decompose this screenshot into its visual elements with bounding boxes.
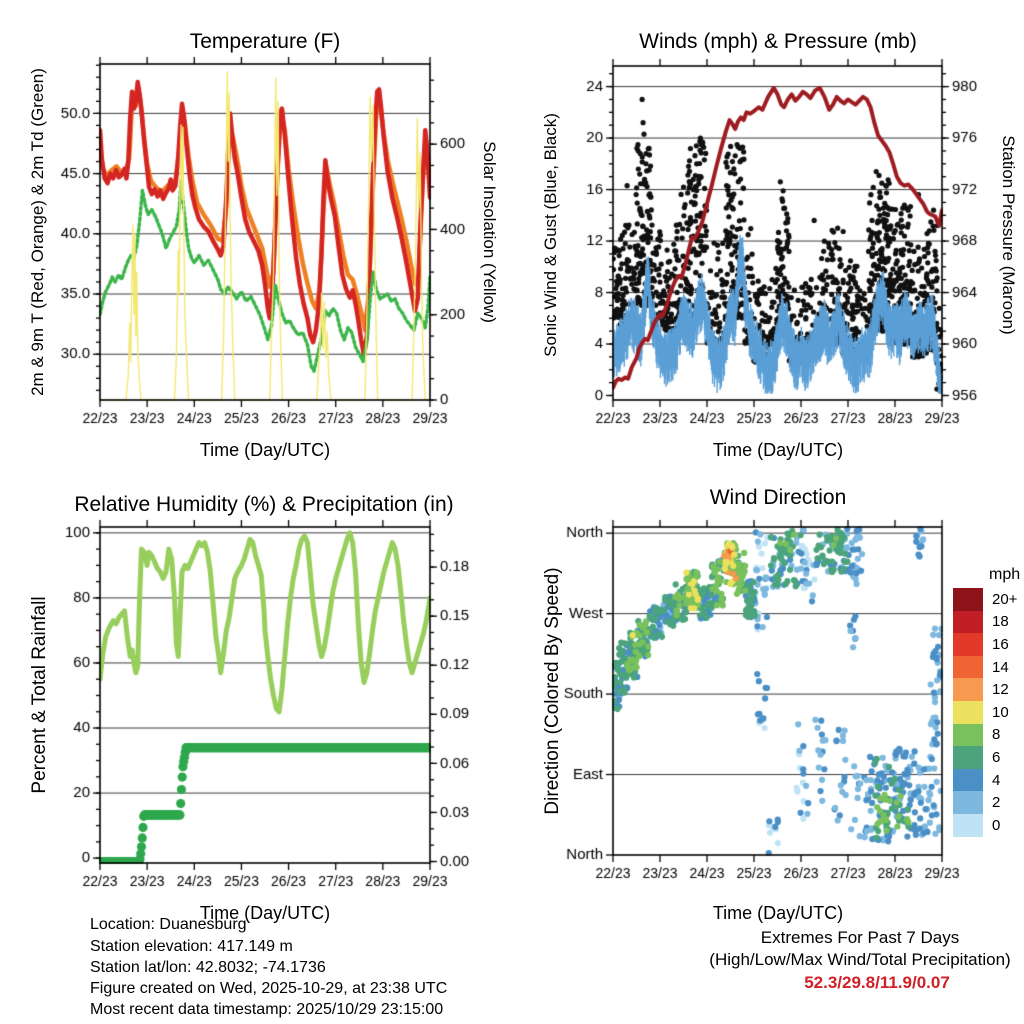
colorbar-row: 20+ xyxy=(953,588,1020,611)
colorbar-label: 14 xyxy=(992,658,1009,676)
colorbar-swatch xyxy=(953,746,983,769)
figure-created-text: Figure created on Wed, 2025-10-29, at 23… xyxy=(90,980,448,997)
colorbar-swatch xyxy=(953,723,983,747)
extremes-subtitle: (High/Low/Max Wind/Total Precipitation) xyxy=(709,950,1011,969)
colorbar-row: 16 xyxy=(953,633,1020,656)
station-latlon-text: Station lat/lon: 42.8032; -74.1736 xyxy=(90,959,326,976)
colorbar-label: 2 xyxy=(992,794,1001,812)
colorbar-row: 6 xyxy=(953,746,1020,769)
direction-time-axis-label: Time (Day/UTC) xyxy=(712,903,844,923)
colorbar-label: 20+ xyxy=(992,590,1018,608)
station-pressure-axis-label: Station Pressure (Maroon) xyxy=(999,135,1018,335)
percent-rainfall-axis-label: Percent & Total Rainfall xyxy=(29,596,50,794)
colorbar-label: 6 xyxy=(992,748,1001,766)
temperature-chart-title: Temperature (F) xyxy=(189,30,341,53)
data-timestamp-text: Most recent data timestamp: 2025/10/29 2… xyxy=(90,1001,444,1018)
colorbar-swatch xyxy=(953,678,983,701)
direction-axis-label: Direction (Colored By Speed) xyxy=(542,567,563,815)
humidity-precip-chart-title: Relative Humidity (%) & Precipitation (i… xyxy=(74,493,454,516)
colorbar-row: 12 xyxy=(953,678,1020,701)
colorbar-row: 0 xyxy=(953,813,1020,837)
colorbar-swatch xyxy=(953,633,983,656)
humidity-time-axis-label: Time (Day/UTC) xyxy=(199,903,331,923)
temperature-left-axis-label: 2m & 9m T (Red, Orange) & 2m Td (Green) xyxy=(28,68,47,396)
colorbar-label: 16 xyxy=(992,635,1009,653)
colorbar-swatches: 20+ 18 16 14 12 10 8 6 4 2 0 xyxy=(953,588,1020,837)
colorbar-row: 18 xyxy=(953,610,1020,634)
wind-speed-colorbar: mph 20+ 18 16 14 12 10 8 6 4 2 0 xyxy=(953,566,1020,837)
winds-pressure-chart-title: Winds (mph) & Pressure (mb) xyxy=(639,30,917,53)
colorbar-label: 4 xyxy=(992,771,1001,789)
colorbar-label: 12 xyxy=(992,681,1009,699)
colorbar-row: 8 xyxy=(953,723,1020,747)
colorbar-swatch xyxy=(953,813,983,837)
colorbar-row: 14 xyxy=(953,655,1020,679)
colorbar-row: 4 xyxy=(953,768,1020,792)
colorbar-row: 2 xyxy=(953,791,1020,814)
colorbar-label: 0 xyxy=(992,816,1001,834)
colorbar-swatch xyxy=(953,588,983,611)
extremes-values: 52.3/29.8/11.9/0.07 xyxy=(804,973,950,992)
colorbar-swatch xyxy=(953,791,983,814)
station-location-text: Location: Duanesburg xyxy=(90,916,247,933)
colorbar-swatch xyxy=(953,768,983,792)
colorbar-label: 18 xyxy=(992,613,1009,631)
wind-direction-chart-title: Wind Direction xyxy=(709,486,847,509)
colorbar-swatch xyxy=(953,655,983,679)
colorbar-label: 8 xyxy=(992,726,1001,744)
station-elevation-text: Station elevation: 417.149 m xyxy=(90,938,293,955)
wind-time-axis-label: Time (Day/UTC) xyxy=(712,440,844,460)
wind-gust-axis-label: Sonic Wind & Gust (Blue, Black) xyxy=(541,113,560,357)
solar-insolation-axis-label: Solar Insolation (Yellow) xyxy=(480,141,499,323)
colorbar-swatch xyxy=(953,700,983,724)
extremes-title: Extremes For Past 7 Days xyxy=(760,928,960,947)
colorbar-row: 10 xyxy=(953,700,1020,724)
colorbar-label: 10 xyxy=(992,703,1009,721)
colorbar-title: mph xyxy=(989,566,1021,583)
colorbar-swatch xyxy=(953,610,983,634)
temp-time-axis-label: Time (Day/UTC) xyxy=(199,440,331,460)
